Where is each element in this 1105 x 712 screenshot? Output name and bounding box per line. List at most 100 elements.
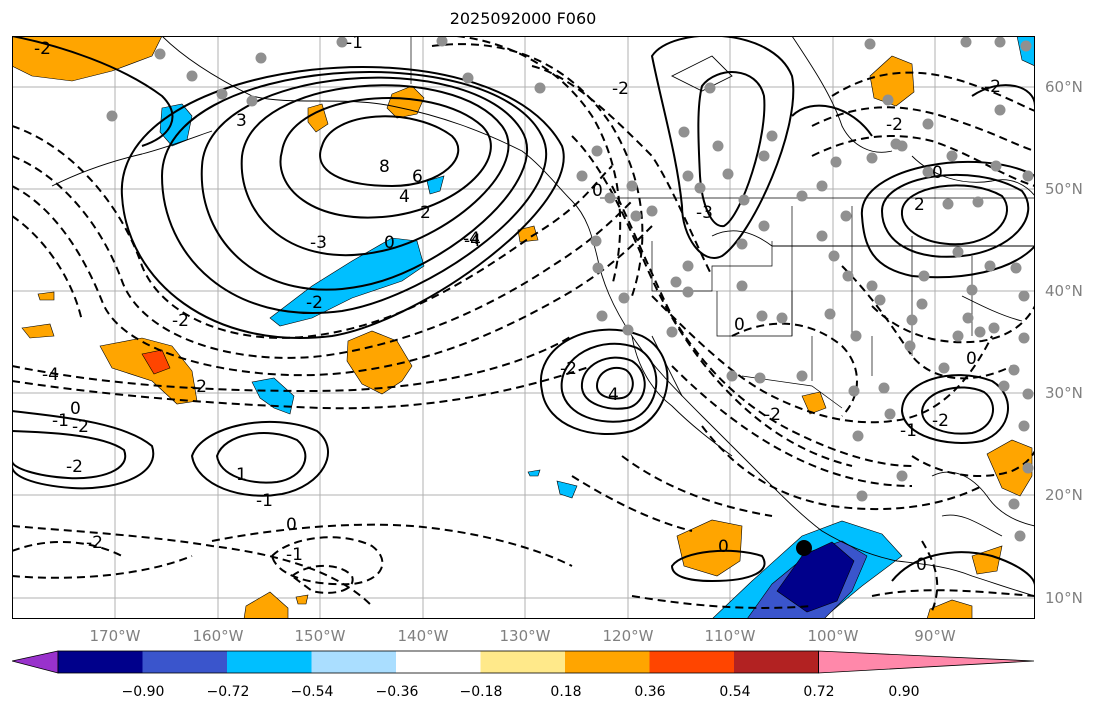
station-dot (960, 36, 972, 48)
station-dot (646, 205, 658, 217)
station-dot (682, 260, 694, 272)
station-dot (994, 36, 1006, 48)
station-dot (856, 490, 868, 502)
storm-center-marker (796, 540, 812, 556)
station-dot (874, 294, 886, 306)
station-dot (1008, 364, 1020, 376)
station-dot (796, 370, 808, 382)
station-dot (946, 150, 958, 162)
colorbar-tick-label: −0.54 (290, 684, 334, 700)
station-dot (842, 270, 854, 282)
station-dot (186, 70, 198, 82)
station-dot (712, 140, 724, 152)
fill-navy-east-pacific (776, 541, 855, 613)
colorbar-segment (227, 651, 312, 673)
contour-label: -2 (560, 359, 577, 379)
colorbar-tick-label: −0.72 (206, 684, 250, 700)
station-dot (918, 270, 930, 282)
contour-label: -4 (464, 231, 481, 251)
station-dot (1022, 170, 1034, 182)
colorbar-segment (649, 651, 735, 673)
station-dot (246, 95, 258, 107)
contour-label: 0 (70, 399, 81, 419)
station-dot (972, 196, 984, 208)
map-frame (12, 36, 1035, 619)
station-markers (106, 36, 1034, 542)
station-dot (866, 280, 878, 292)
shaded-anomaly-regions (12, 36, 1035, 619)
fill-blue-pacific-band (269, 237, 425, 327)
station-dot (336, 36, 348, 48)
fill-blue-pacific-small (426, 175, 445, 195)
station-dot (828, 250, 840, 262)
colorbar-segment (396, 651, 481, 673)
map-panel: -2 8 6 4 2 0 -3 -4 -2 3 -2 0 -4 -2 -2 -1… (12, 36, 1035, 623)
lon-label: 100°W (807, 627, 859, 645)
lat-label: 10°N (1045, 589, 1083, 607)
colorbar-segment (565, 651, 650, 673)
station-dot (922, 166, 934, 178)
station-dot (694, 182, 706, 194)
colorbar-frame (57, 650, 819, 674)
station-dot (726, 370, 738, 382)
station-dot (952, 330, 964, 342)
station-dot (816, 180, 828, 192)
fill-orange-hudson (869, 55, 915, 107)
station-dot (592, 262, 604, 274)
contour-label: -2 (984, 77, 1001, 97)
station-dot (962, 312, 974, 324)
contour-label: -1 (52, 411, 69, 431)
station-dot (704, 82, 716, 94)
lat-label: 40°N (1045, 282, 1083, 300)
contour-label: -3 (696, 203, 713, 223)
station-dot (974, 326, 986, 338)
station-dot (1022, 388, 1034, 400)
station-dot (840, 210, 852, 222)
contour-label: -2 (172, 311, 189, 331)
solid-contours (12, 36, 1035, 587)
contour-label: 1 (236, 465, 247, 485)
station-dot (938, 362, 950, 374)
colorbar-tick-label: −0.36 (375, 684, 419, 700)
contour-label: -2 (190, 377, 207, 397)
station-dot (738, 194, 750, 206)
station-dot (630, 210, 642, 222)
colorbar-tick-label: 0.54 (719, 684, 751, 700)
lon-label: 140°W (397, 627, 449, 645)
contour-label: -2 (612, 79, 629, 99)
colorbar-tick-label: 0.36 (634, 684, 666, 700)
station-dot (722, 168, 734, 180)
station-dot (534, 82, 546, 94)
station-dot (666, 326, 678, 338)
lon-label: 90°W (914, 627, 956, 645)
station-dot (916, 298, 928, 310)
graticule (12, 36, 1035, 619)
station-dot (591, 145, 603, 157)
station-dot (604, 192, 616, 204)
lat-label: 50°N (1045, 180, 1083, 198)
colorbar-tick-label: 0.72 (803, 684, 835, 700)
colorbar-tick-label: 0.90 (888, 684, 920, 700)
fill-red-west-pacific (141, 349, 171, 375)
station-dot (848, 385, 860, 397)
contour-label: 3 (236, 111, 247, 131)
station-dot (990, 160, 1002, 172)
contour-label: 0 (286, 515, 297, 535)
fill-orange-alaska-small (307, 103, 329, 133)
contour-label: 0 (966, 349, 977, 369)
station-dot (922, 118, 934, 130)
lat-label: 60°N (1045, 78, 1083, 96)
station-dot (758, 220, 770, 232)
contour-label: -4 (42, 365, 59, 385)
contour-label: -2 (34, 39, 51, 59)
contour-label: -1 (900, 421, 917, 441)
station-dot (626, 180, 638, 192)
station-dot (678, 126, 690, 138)
fill-orange-tiny-west (37, 291, 55, 301)
fill-orange-ne-pacific (12, 36, 163, 82)
station-dot (154, 48, 166, 60)
contour-label: -2 (72, 417, 89, 437)
fill-orange-caribbean (971, 545, 1003, 575)
station-dot (824, 308, 836, 320)
colorbar-segment (311, 651, 397, 673)
